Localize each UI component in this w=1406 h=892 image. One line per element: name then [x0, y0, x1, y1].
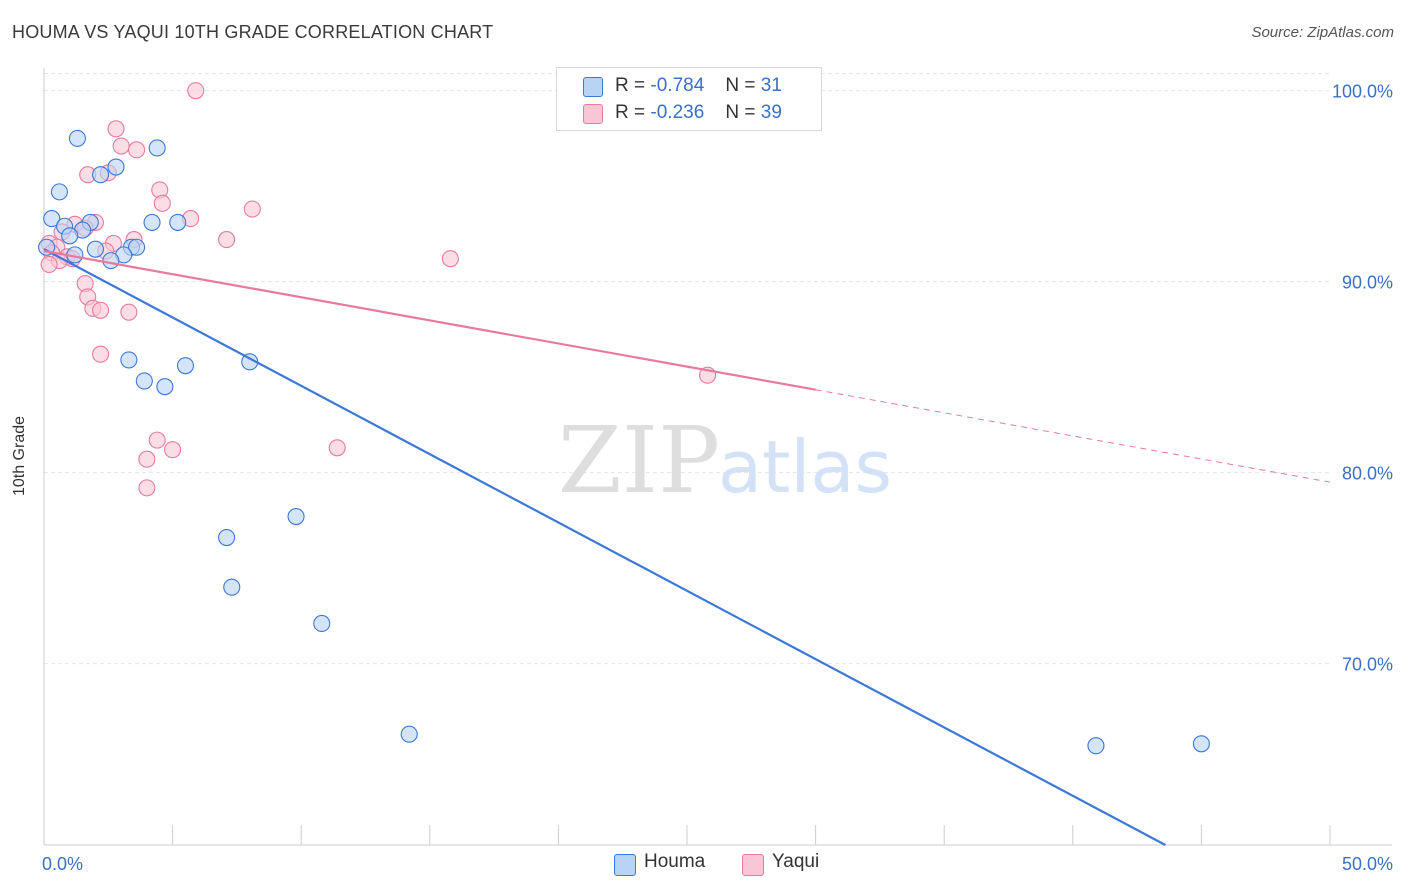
- x-tick-label-end: 50.0%: [1342, 854, 1393, 874]
- yaqui-point: [218, 231, 236, 249]
- yaqui-points: [40, 82, 717, 497]
- houma-point: [107, 158, 125, 176]
- houma-trend-line: [43, 248, 1166, 846]
- yaqui-point: [164, 441, 182, 459]
- axes: [43, 68, 1392, 846]
- x-tick-label-start: 0.0%: [42, 854, 83, 874]
- chart-title: HOUMA VS YAQUI 10TH GRADE CORRELATION CH…: [12, 22, 494, 42]
- houma-swatch: [583, 77, 603, 97]
- yaqui-trend-line: [43, 249, 816, 391]
- trend-lines: [43, 248, 1331, 846]
- y-tick-label: 70.0%: [1342, 655, 1393, 675]
- houma-point: [176, 357, 195, 375]
- yaqui-point: [138, 450, 156, 468]
- y-tick-label: 100.0%: [1332, 82, 1393, 102]
- houma-point: [68, 129, 86, 147]
- tick-labels: 70.0% 80.0% 90.0% 100.0% 0.0% 50.0%: [42, 82, 1393, 874]
- houma-r-value: -0.784: [650, 75, 705, 96]
- yaqui-n-value: 39: [760, 102, 782, 123]
- houma-point: [135, 372, 153, 390]
- yaqui-point: [148, 431, 166, 449]
- houma-point: [313, 614, 331, 633]
- y-tick-label: 90.0%: [1342, 273, 1393, 293]
- houma-point: [128, 238, 146, 256]
- yaqui-point: [187, 82, 205, 100]
- houma-point: [223, 578, 241, 596]
- yaqui-point: [40, 255, 58, 273]
- houma-legend-label: Houma: [644, 851, 706, 872]
- legend-r-label: R =: [615, 75, 646, 96]
- houma-point: [143, 213, 161, 231]
- yaqui-point: [112, 137, 130, 155]
- houma-point: [218, 528, 236, 547]
- yaqui-point: [328, 439, 346, 457]
- chart-source: Source: ZipAtlas.com: [1251, 24, 1394, 41]
- yaqui-point: [243, 200, 261, 218]
- y-tick-label: 80.0%: [1342, 464, 1393, 484]
- houma-point: [400, 725, 418, 743]
- yaqui-point: [92, 345, 110, 363]
- yaqui-trend-extension: [815, 389, 1331, 483]
- houma-points: [38, 129, 1210, 755]
- yaqui-point: [128, 141, 146, 159]
- houma-point: [102, 252, 120, 270]
- legend-r-label: R =: [615, 102, 646, 123]
- houma-point: [287, 507, 305, 526]
- yaqui-swatch: [583, 104, 603, 124]
- houma-point: [169, 213, 187, 231]
- correlation-legend: R = -0.784 N = 31 R = -0.236 N = 39: [556, 67, 822, 131]
- yaqui-point: [120, 303, 138, 321]
- yaqui-legend-swatch: [742, 854, 764, 876]
- yaqui-point: [153, 194, 171, 212]
- yaqui-r-value: -0.236: [650, 102, 705, 123]
- houma-point: [1087, 737, 1105, 755]
- yaqui-point: [92, 301, 110, 319]
- houma-point: [148, 139, 166, 157]
- houma-point: [120, 351, 138, 369]
- yaqui-point: [441, 250, 459, 268]
- houma-point: [156, 378, 174, 396]
- yaqui-point: [138, 479, 156, 497]
- houma-legend-swatch: [614, 854, 636, 876]
- grid-lines: [44, 72, 1330, 665]
- watermark-zip: ZIP: [558, 407, 720, 514]
- legend-n-label: N =: [725, 75, 756, 96]
- houma-point: [50, 183, 68, 201]
- yaqui-point: [107, 120, 125, 138]
- houma-point: [1192, 735, 1210, 753]
- houma-point: [61, 227, 79, 245]
- houma-n-value: 31: [760, 75, 782, 96]
- houma-point: [92, 166, 110, 184]
- houma-point: [43, 210, 61, 228]
- legend-n-label: N =: [725, 102, 756, 123]
- houma-point: [86, 240, 104, 258]
- watermark-atlas: atlas: [718, 425, 892, 509]
- yaqui-legend-label: Yaqui: [772, 851, 820, 872]
